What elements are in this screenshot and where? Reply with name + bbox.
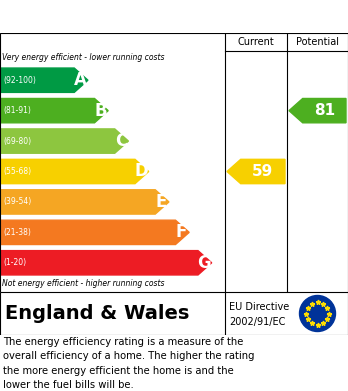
Text: Not energy efficient - higher running costs: Not energy efficient - higher running co… <box>2 279 165 288</box>
Text: (55-68): (55-68) <box>3 167 31 176</box>
Text: EU Directive: EU Directive <box>229 302 289 312</box>
Polygon shape <box>0 159 149 184</box>
Text: C: C <box>115 132 127 150</box>
Text: E: E <box>156 193 167 211</box>
Text: 2002/91/EC: 2002/91/EC <box>229 317 285 327</box>
Text: (81-91): (81-91) <box>3 106 31 115</box>
Text: F: F <box>176 223 187 241</box>
Polygon shape <box>227 159 285 184</box>
Text: (92-100): (92-100) <box>3 76 36 85</box>
Text: D: D <box>134 163 148 181</box>
Polygon shape <box>0 129 128 153</box>
Text: (21-38): (21-38) <box>3 228 31 237</box>
Polygon shape <box>0 251 212 275</box>
Text: England & Wales: England & Wales <box>5 304 189 323</box>
Polygon shape <box>289 99 346 123</box>
Text: B: B <box>94 102 107 120</box>
Text: 81: 81 <box>314 103 335 118</box>
Text: Very energy efficient - lower running costs: Very energy efficient - lower running co… <box>2 53 165 62</box>
Text: (1-20): (1-20) <box>3 258 26 267</box>
Circle shape <box>300 296 335 332</box>
Text: Energy Efficiency Rating: Energy Efficiency Rating <box>10 7 239 25</box>
Text: Potential: Potential <box>296 37 339 47</box>
Text: (39-54): (39-54) <box>3 197 31 206</box>
Polygon shape <box>0 190 169 214</box>
Text: The energy efficiency rating is a measure of the
overall efficiency of a home. T: The energy efficiency rating is a measur… <box>3 337 255 390</box>
Text: A: A <box>74 71 87 89</box>
Polygon shape <box>0 220 189 244</box>
Text: (69-80): (69-80) <box>3 136 31 145</box>
Text: G: G <box>197 254 211 272</box>
Polygon shape <box>0 99 108 123</box>
Text: Current: Current <box>238 37 274 47</box>
Text: 59: 59 <box>252 164 274 179</box>
Polygon shape <box>0 68 88 92</box>
